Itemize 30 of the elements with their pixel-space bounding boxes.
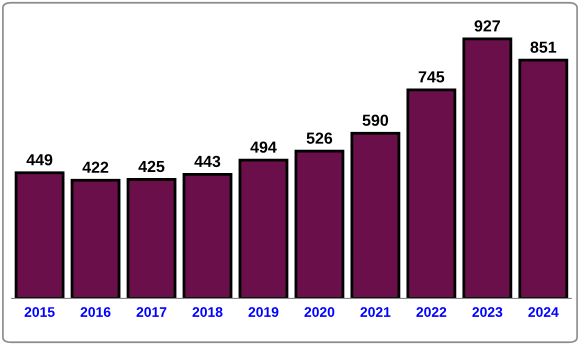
x-tick-label: 2015 [24, 307, 55, 317]
bar [70, 178, 120, 298]
bar [126, 178, 176, 298]
x-tick-label: 2018 [192, 307, 223, 317]
bar [294, 150, 344, 298]
data-label: 443 [194, 156, 220, 168]
data-label: 449 [26, 154, 52, 166]
bar [238, 158, 288, 298]
bar [406, 88, 456, 298]
bar [462, 37, 512, 298]
bar [518, 58, 568, 298]
x-tick-label: 2021 [360, 307, 390, 317]
x-tick-label: 2022 [416, 307, 446, 317]
x-tick-label: 2024 [528, 307, 559, 317]
bar [14, 171, 64, 298]
x-tick-label: 2023 [472, 307, 502, 317]
data-label: 590 [362, 114, 388, 126]
x-tick-label: 2017 [136, 307, 166, 317]
bar [350, 132, 400, 298]
data-label: 425 [138, 160, 164, 172]
data-label: 851 [530, 42, 556, 53]
data-label: 526 [306, 132, 332, 144]
x-tick-label: 2016 [80, 307, 111, 317]
x-tick-label: 2019 [248, 307, 278, 317]
data-label: 927 [474, 20, 500, 32]
data-label: 422 [82, 162, 108, 173]
data-label: 745 [418, 71, 444, 83]
bar [182, 173, 232, 298]
data-label: 494 [250, 141, 277, 153]
x-tick-label: 2020 [304, 307, 334, 317]
